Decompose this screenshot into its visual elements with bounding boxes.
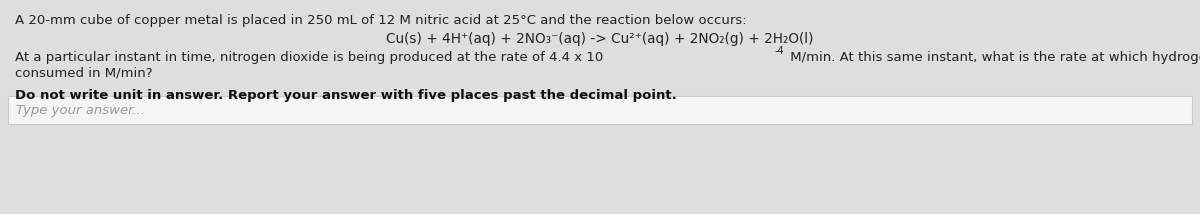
Text: -4: -4 (774, 46, 784, 56)
Text: consumed in M/min?: consumed in M/min? (14, 66, 152, 79)
Text: At a particular instant in time, nitrogen dioxide is being produced at the rate : At a particular instant in time, nitroge… (14, 51, 604, 64)
Text: Cu(s) + 4H⁺(aq) + 2NO₃⁻(aq) -> Cu²⁺(aq) + 2NO₂(g) + 2H₂O(l): Cu(s) + 4H⁺(aq) + 2NO₃⁻(aq) -> Cu²⁺(aq) … (386, 32, 814, 46)
FancyBboxPatch shape (8, 96, 1192, 124)
Text: Do not write unit in answer. Report your answer with five places past the decima: Do not write unit in answer. Report your… (14, 89, 677, 102)
Text: Type your answer...: Type your answer... (16, 104, 145, 116)
Text: M/min. At this same instant, what is the rate at which hydrogen ions are being: M/min. At this same instant, what is the… (786, 51, 1200, 64)
Text: A 20-mm cube of copper metal is placed in 250 mL of 12 M nitric acid at 25°C and: A 20-mm cube of copper metal is placed i… (14, 14, 746, 27)
